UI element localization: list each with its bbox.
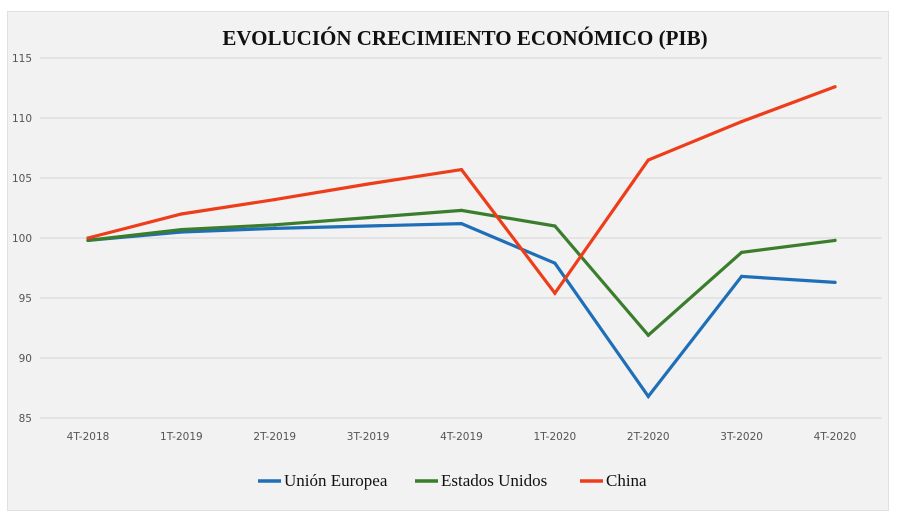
data-point [179, 228, 183, 232]
legend-item: China [580, 471, 647, 490]
data-point [740, 250, 744, 254]
x-tick-label: 2T-2020 [627, 431, 670, 443]
data-point [459, 208, 464, 212]
y-axis-ticks: 85 90 95 100 105 110 115 [12, 53, 32, 425]
data-point [833, 280, 837, 284]
data-point [366, 224, 370, 228]
data-point [833, 238, 837, 242]
y-tick-label: 105 [12, 173, 32, 185]
legend-label: China [606, 471, 647, 490]
data-point [740, 120, 744, 124]
data-point [459, 222, 464, 226]
legend-item: Unión Europea [258, 471, 388, 490]
y-tick-label: 110 [12, 113, 32, 125]
series-line-uni-n-europea [86, 221, 837, 400]
legend-item: Estados Unidos [415, 471, 547, 490]
x-tick-label: 4T-2019 [440, 431, 483, 443]
data-point [646, 394, 650, 398]
y-tick-label: 85 [19, 413, 32, 425]
data-point [366, 182, 370, 186]
data-point [179, 212, 183, 216]
x-tick-label: 1T-2019 [160, 431, 203, 443]
y-tick-label: 100 [12, 233, 32, 245]
data-point [553, 261, 557, 265]
data-point [553, 224, 557, 228]
x-tick-label: 4T-2020 [814, 431, 857, 443]
legend-label: Unión Europea [284, 471, 388, 490]
series-line-estados-unidos [86, 208, 837, 338]
data-point [86, 236, 90, 240]
data-point [646, 333, 650, 337]
data-point [646, 158, 650, 162]
data-point [273, 223, 277, 227]
x-tick-label: 4T-2018 [67, 431, 110, 443]
legend-label: Estados Unidos [441, 471, 547, 490]
data-point [459, 168, 464, 172]
data-point [366, 216, 370, 220]
y-tick-label: 115 [12, 53, 32, 65]
y-tick-label: 95 [19, 293, 32, 305]
series-lines [86, 85, 837, 400]
y-tick-label: 90 [19, 353, 32, 365]
data-point [273, 198, 277, 202]
x-tick-label: 3T-2020 [720, 431, 763, 443]
data-point [833, 85, 837, 89]
x-tick-label: 1T-2020 [534, 431, 577, 443]
data-point [273, 226, 277, 230]
x-tick-label: 2T-2019 [253, 431, 296, 443]
gridlines [40, 57, 882, 419]
x-axis-ticks: 4T-2018 1T-2019 2T-2019 3T-2019 4T-2019 1T-20… [67, 431, 857, 443]
legend: Unión Europea Estados Unidos China [258, 471, 647, 490]
data-point [86, 238, 90, 242]
data-point [553, 291, 557, 295]
chart-title: EVOLUCIÓN CRECIMIENTO ECONÓMICO (PIB) [222, 26, 707, 50]
chart-panel [7, 11, 889, 511]
data-point [740, 274, 744, 278]
x-tick-label: 3T-2019 [347, 431, 390, 443]
